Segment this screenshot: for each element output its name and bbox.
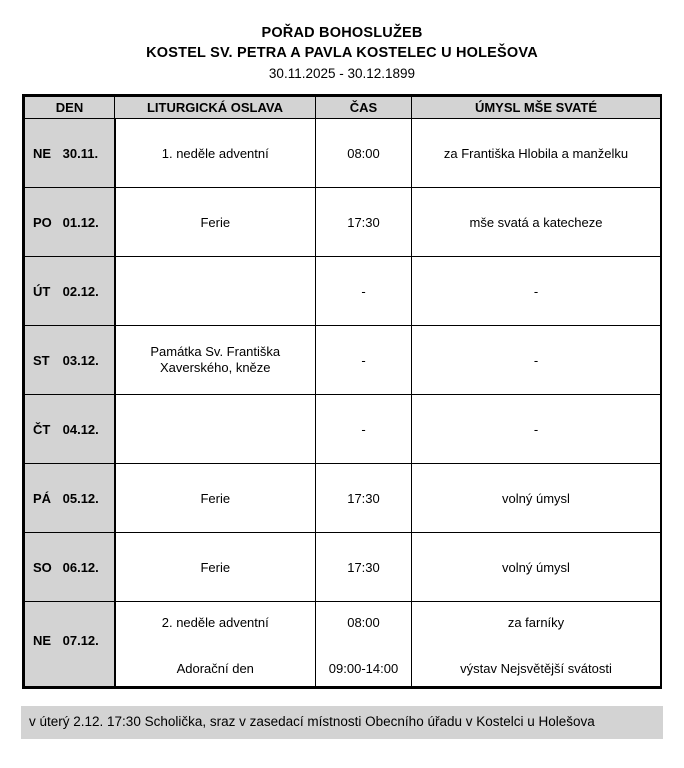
day-of-week: ČT: [33, 421, 51, 437]
cell-cas: -: [315, 394, 412, 464]
table-row: PO 01.12. Ferie 17:30 mše svatá a katech…: [24, 187, 661, 257]
cell-cas: 08:00 09:00-14:00: [315, 601, 412, 687]
day-of-week: ST: [33, 352, 50, 368]
table-row: ÚT 02.12. - -: [24, 256, 661, 326]
day-line: NE 07.12.: [33, 633, 114, 649]
table-row: ST 03.12. Památka Sv. Františka Xaverské…: [24, 325, 661, 395]
cell-cas: 08:00: [315, 118, 412, 188]
cell-stack: 08:00 09:00-14:00: [316, 609, 411, 679]
cell-text-line-2: 09:00-14:00: [328, 661, 399, 676]
day-of-week: ÚT: [33, 283, 51, 299]
cell-cas: 17:30: [315, 463, 412, 533]
cell-text-line-1: Památka Sv. Františka: [150, 344, 281, 359]
day-date: 06.12.: [62, 559, 99, 575]
cell-liturgicka-oslava: 2. neděle adventní Adorační den: [114, 601, 316, 687]
table-body: NE 30.11. 1. neděle adventní 08:00 za Fr…: [24, 118, 661, 687]
cell-liturgicka-oslava: Památka Sv. Františka Xaverského, kněze: [114, 325, 316, 395]
cell-liturgicka-oslava: [114, 256, 316, 326]
schedule-table-wrapper: DEN LITURGICKÁ OSLAVA ČAS ÚMYSL MŠE SVAT…: [22, 94, 662, 689]
cell-umysl: -: [411, 325, 661, 395]
cell-umysl: za Františka Hlobila a manželku: [411, 118, 661, 188]
footer-note: v úterý 2.12. 17:30 Scholička, sraz v za…: [21, 706, 663, 739]
cell-cas: 17:30: [315, 187, 412, 257]
day-date: 04.12.: [62, 421, 99, 437]
day-of-week: SO: [33, 559, 52, 575]
cell-liturgicka-oslava: Ferie: [114, 463, 316, 533]
cell-umysl: volný úmysl: [411, 532, 661, 602]
cell-text-line-2: Adorační den: [176, 661, 254, 676]
schedule-table: DEN LITURGICKÁ OSLAVA ČAS ÚMYSL MŠE SVAT…: [24, 96, 661, 687]
day-date: 03.12.: [62, 352, 99, 368]
cell-liturgicka-oslava: Ferie: [114, 532, 316, 602]
cell-day: NE 07.12.: [24, 601, 116, 687]
document-title-block: POŘAD BOHOSLUŽEB KOSTEL SV. PETRA A PAVL…: [0, 0, 684, 84]
cell-liturgicka-oslava: [114, 394, 316, 464]
cell-text-line-1: za farníky: [507, 615, 565, 630]
day-date: 02.12.: [62, 283, 99, 299]
table-row: PÁ 05.12. Ferie 17:30 volný úmysl: [24, 463, 661, 533]
cell-text-line-1: 08:00: [347, 615, 380, 630]
cell-umysl: -: [411, 256, 661, 326]
table-row: SO 06.12. Ferie 17:30 volný úmysl: [24, 532, 661, 602]
cell-cas: 17:30: [315, 532, 412, 602]
cell-umysl: -: [411, 394, 661, 464]
cell-stack: za farníky výstav Nejsvětější svátosti: [412, 609, 660, 679]
cell-liturgicka-oslava: 1. neděle adventní: [114, 118, 316, 188]
day-of-week: PÁ: [33, 490, 52, 506]
cell-day: SO 06.12.: [24, 532, 116, 602]
date-range: 30.11.2025 - 30.12.1899: [268, 66, 416, 81]
cell-day: ST 03.12.: [24, 325, 116, 395]
day-of-week: NE: [33, 633, 52, 648]
column-header-liturgicka-oslava: LITURGICKÁ OSLAVA: [114, 96, 316, 119]
day-date: 05.12.: [62, 490, 99, 506]
column-header-den: DEN: [24, 96, 115, 119]
page-subtitle-parish: KOSTEL SV. PETRA A PAVLA KOSTELEC U HOLE…: [146, 45, 538, 61]
cell-cas: -: [315, 325, 412, 395]
table-row: NE 07.12. 2. neděle adventní Adorační de…: [24, 601, 661, 687]
cell-day-stack: NE 07.12.: [33, 609, 114, 679]
day-date: 01.12.: [62, 214, 99, 230]
day-of-week: NE: [33, 145, 52, 161]
cell-text-line-1: 2. neděle adventní: [161, 615, 269, 630]
day-of-week: PO: [33, 214, 52, 230]
table-row: NE 30.11. 1. neděle adventní 08:00 za Fr…: [24, 118, 661, 188]
cell-text-line-2: výstav Nejsvětější svátosti: [460, 661, 612, 676]
page-title: POŘAD BOHOSLUŽEB: [261, 25, 423, 41]
cell-day: PO 01.12.: [24, 187, 116, 257]
day-date: 30.11.: [62, 145, 99, 161]
cell-text-line-2: Xaverského, kněze: [159, 360, 271, 375]
cell-umysl: volný úmysl: [411, 463, 661, 533]
table-row: ČT 04.12. - -: [24, 394, 661, 464]
column-header-umysl: ÚMYSL MŠE SVATÉ: [411, 96, 661, 119]
cell-umysl: za farníky výstav Nejsvětější svátosti: [411, 601, 661, 687]
table-header-row: DEN LITURGICKÁ OSLAVA ČAS ÚMYSL MŠE SVAT…: [24, 96, 661, 119]
cell-cas: -: [315, 256, 412, 326]
cell-stack: 2. neděle adventní Adorační den: [116, 609, 316, 679]
cell-day: ÚT 02.12.: [24, 256, 116, 326]
cell-umysl: mše svatá a katecheze: [411, 187, 661, 257]
cell-day: PÁ 05.12.: [24, 463, 116, 533]
column-header-cas: ČAS: [315, 96, 412, 119]
cell-liturgicka-oslava: Ferie: [114, 187, 316, 257]
table-header: DEN LITURGICKÁ OSLAVA ČAS ÚMYSL MŠE SVAT…: [24, 96, 661, 119]
cell-day: NE 30.11.: [24, 118, 116, 188]
cell-day: ČT 04.12.: [24, 394, 116, 464]
day-date: 07.12.: [62, 633, 99, 648]
